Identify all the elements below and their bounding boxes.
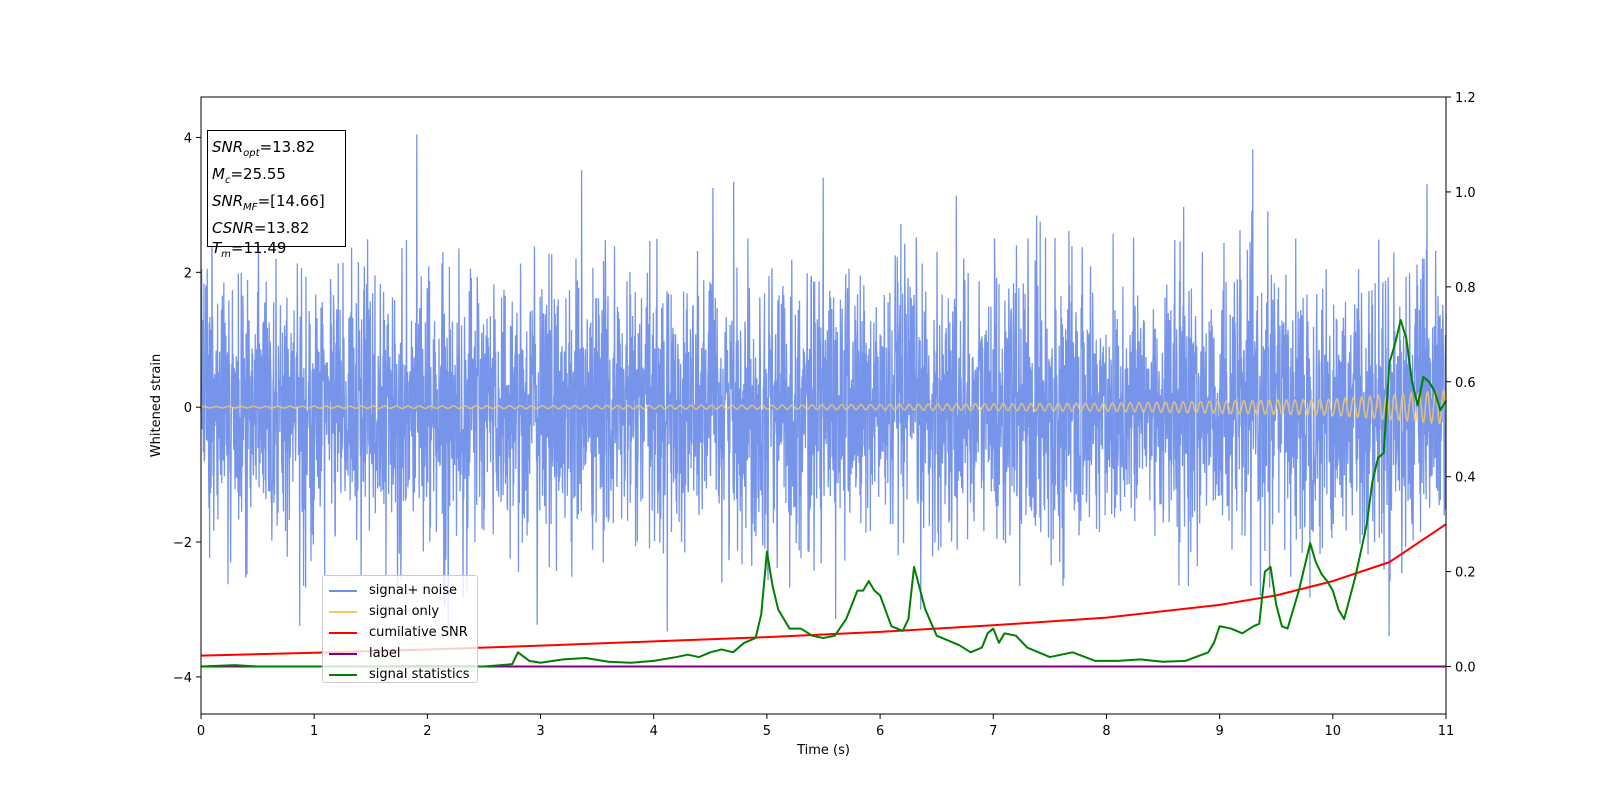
legend-label: signal statistics — [369, 667, 470, 682]
mc-line: Mc=25.55 — [212, 165, 286, 186]
legend-label: signal+ noise — [369, 583, 458, 598]
y-right-tick-label: 1.2 — [1455, 91, 1476, 106]
legend-item-signal-only: signal only — [329, 601, 477, 622]
legend: signal+ noise signal only cumilative SNR… — [322, 575, 478, 683]
y-right-tick-label: 0.8 — [1455, 281, 1476, 296]
series-signal-statistics-line — [200, 319, 1447, 668]
tm-line: Tm=11.49 — [212, 239, 287, 260]
y-axis-left: −4 −2 0 2 4 — [173, 131, 201, 686]
y-right-tick-label: 0.6 — [1455, 376, 1476, 391]
legend-swatch-signal-noise — [329, 589, 357, 592]
legend-label: cumilative SNR — [369, 625, 468, 640]
legend-item-signal-statistics: signal statistics — [329, 664, 477, 685]
y-axis-title: Whitened strain — [149, 354, 164, 457]
y-left-tick-label: 2 — [184, 266, 192, 281]
series-signal-only-line — [200, 389, 1447, 425]
legend-label: signal only — [369, 604, 440, 619]
x-tick-label: 2 — [423, 724, 431, 739]
y-left-tick-label: −4 — [173, 671, 192, 686]
x-tick-label: 11 — [1438, 724, 1455, 739]
mc-value: 25.55 — [243, 165, 286, 183]
x-axis: 0 1 2 3 4 5 6 7 8 9 10 11 — [197, 714, 1454, 739]
snr-mf-value: [14.66] — [270, 192, 325, 210]
y-left-tick-label: 4 — [184, 131, 192, 146]
legend-swatch-signal-statistics — [329, 673, 357, 676]
x-tick-label: 0 — [197, 724, 205, 739]
legend-swatch-label — [329, 652, 357, 655]
y-axis-right: 0.0 0.2 0.4 0.6 0.8 1.0 1.2 — [1446, 91, 1476, 676]
legend-item-cumulative-snr: cumilative SNR — [329, 622, 477, 643]
y-left-tick-label: 0 — [184, 401, 192, 416]
y-right-tick-label: 1.0 — [1455, 186, 1476, 201]
x-tick-label: 1 — [310, 724, 318, 739]
series-signal-noise-line — [200, 134, 1447, 637]
y-left-tick-label: −2 — [173, 536, 192, 551]
legend-swatch-signal-only — [329, 610, 357, 613]
y-right-tick-label: 0.0 — [1455, 661, 1476, 676]
x-tick-label: 6 — [876, 724, 884, 739]
x-tick-label: 5 — [763, 724, 771, 739]
snr-mf-line: SNRMF=[14.66] — [212, 192, 325, 213]
x-tick-label: 9 — [1215, 724, 1223, 739]
legend-label: label — [369, 646, 401, 661]
snr-opt-line: SNRopt=13.82 — [212, 138, 316, 159]
legend-swatch-cumulative-snr — [329, 631, 357, 634]
x-tick-label: 10 — [1325, 724, 1342, 739]
legend-item-signal-noise: signal+ noise — [329, 580, 477, 601]
x-tick-label: 4 — [650, 724, 658, 739]
csnr-line: CSNR=13.82 — [212, 219, 310, 237]
x-tick-label: 3 — [536, 724, 544, 739]
x-tick-label: 8 — [1102, 724, 1110, 739]
snr-opt-value: 13.82 — [272, 138, 316, 156]
tm-value: 11.49 — [243, 239, 287, 257]
axes-frame — [200, 96, 1447, 715]
csnr-value: 13.82 — [266, 219, 310, 237]
legend-item-label: label — [329, 643, 477, 664]
x-axis-title: Time (s) — [796, 743, 850, 758]
x-tick-label: 7 — [989, 724, 997, 739]
y-right-tick-label: 0.4 — [1455, 471, 1476, 486]
y-right-tick-label: 0.2 — [1455, 566, 1476, 581]
stats-annotation-box: SNRopt=13.82 Mc=25.55 SNRMF=[14.66] CSNR… — [207, 130, 346, 260]
